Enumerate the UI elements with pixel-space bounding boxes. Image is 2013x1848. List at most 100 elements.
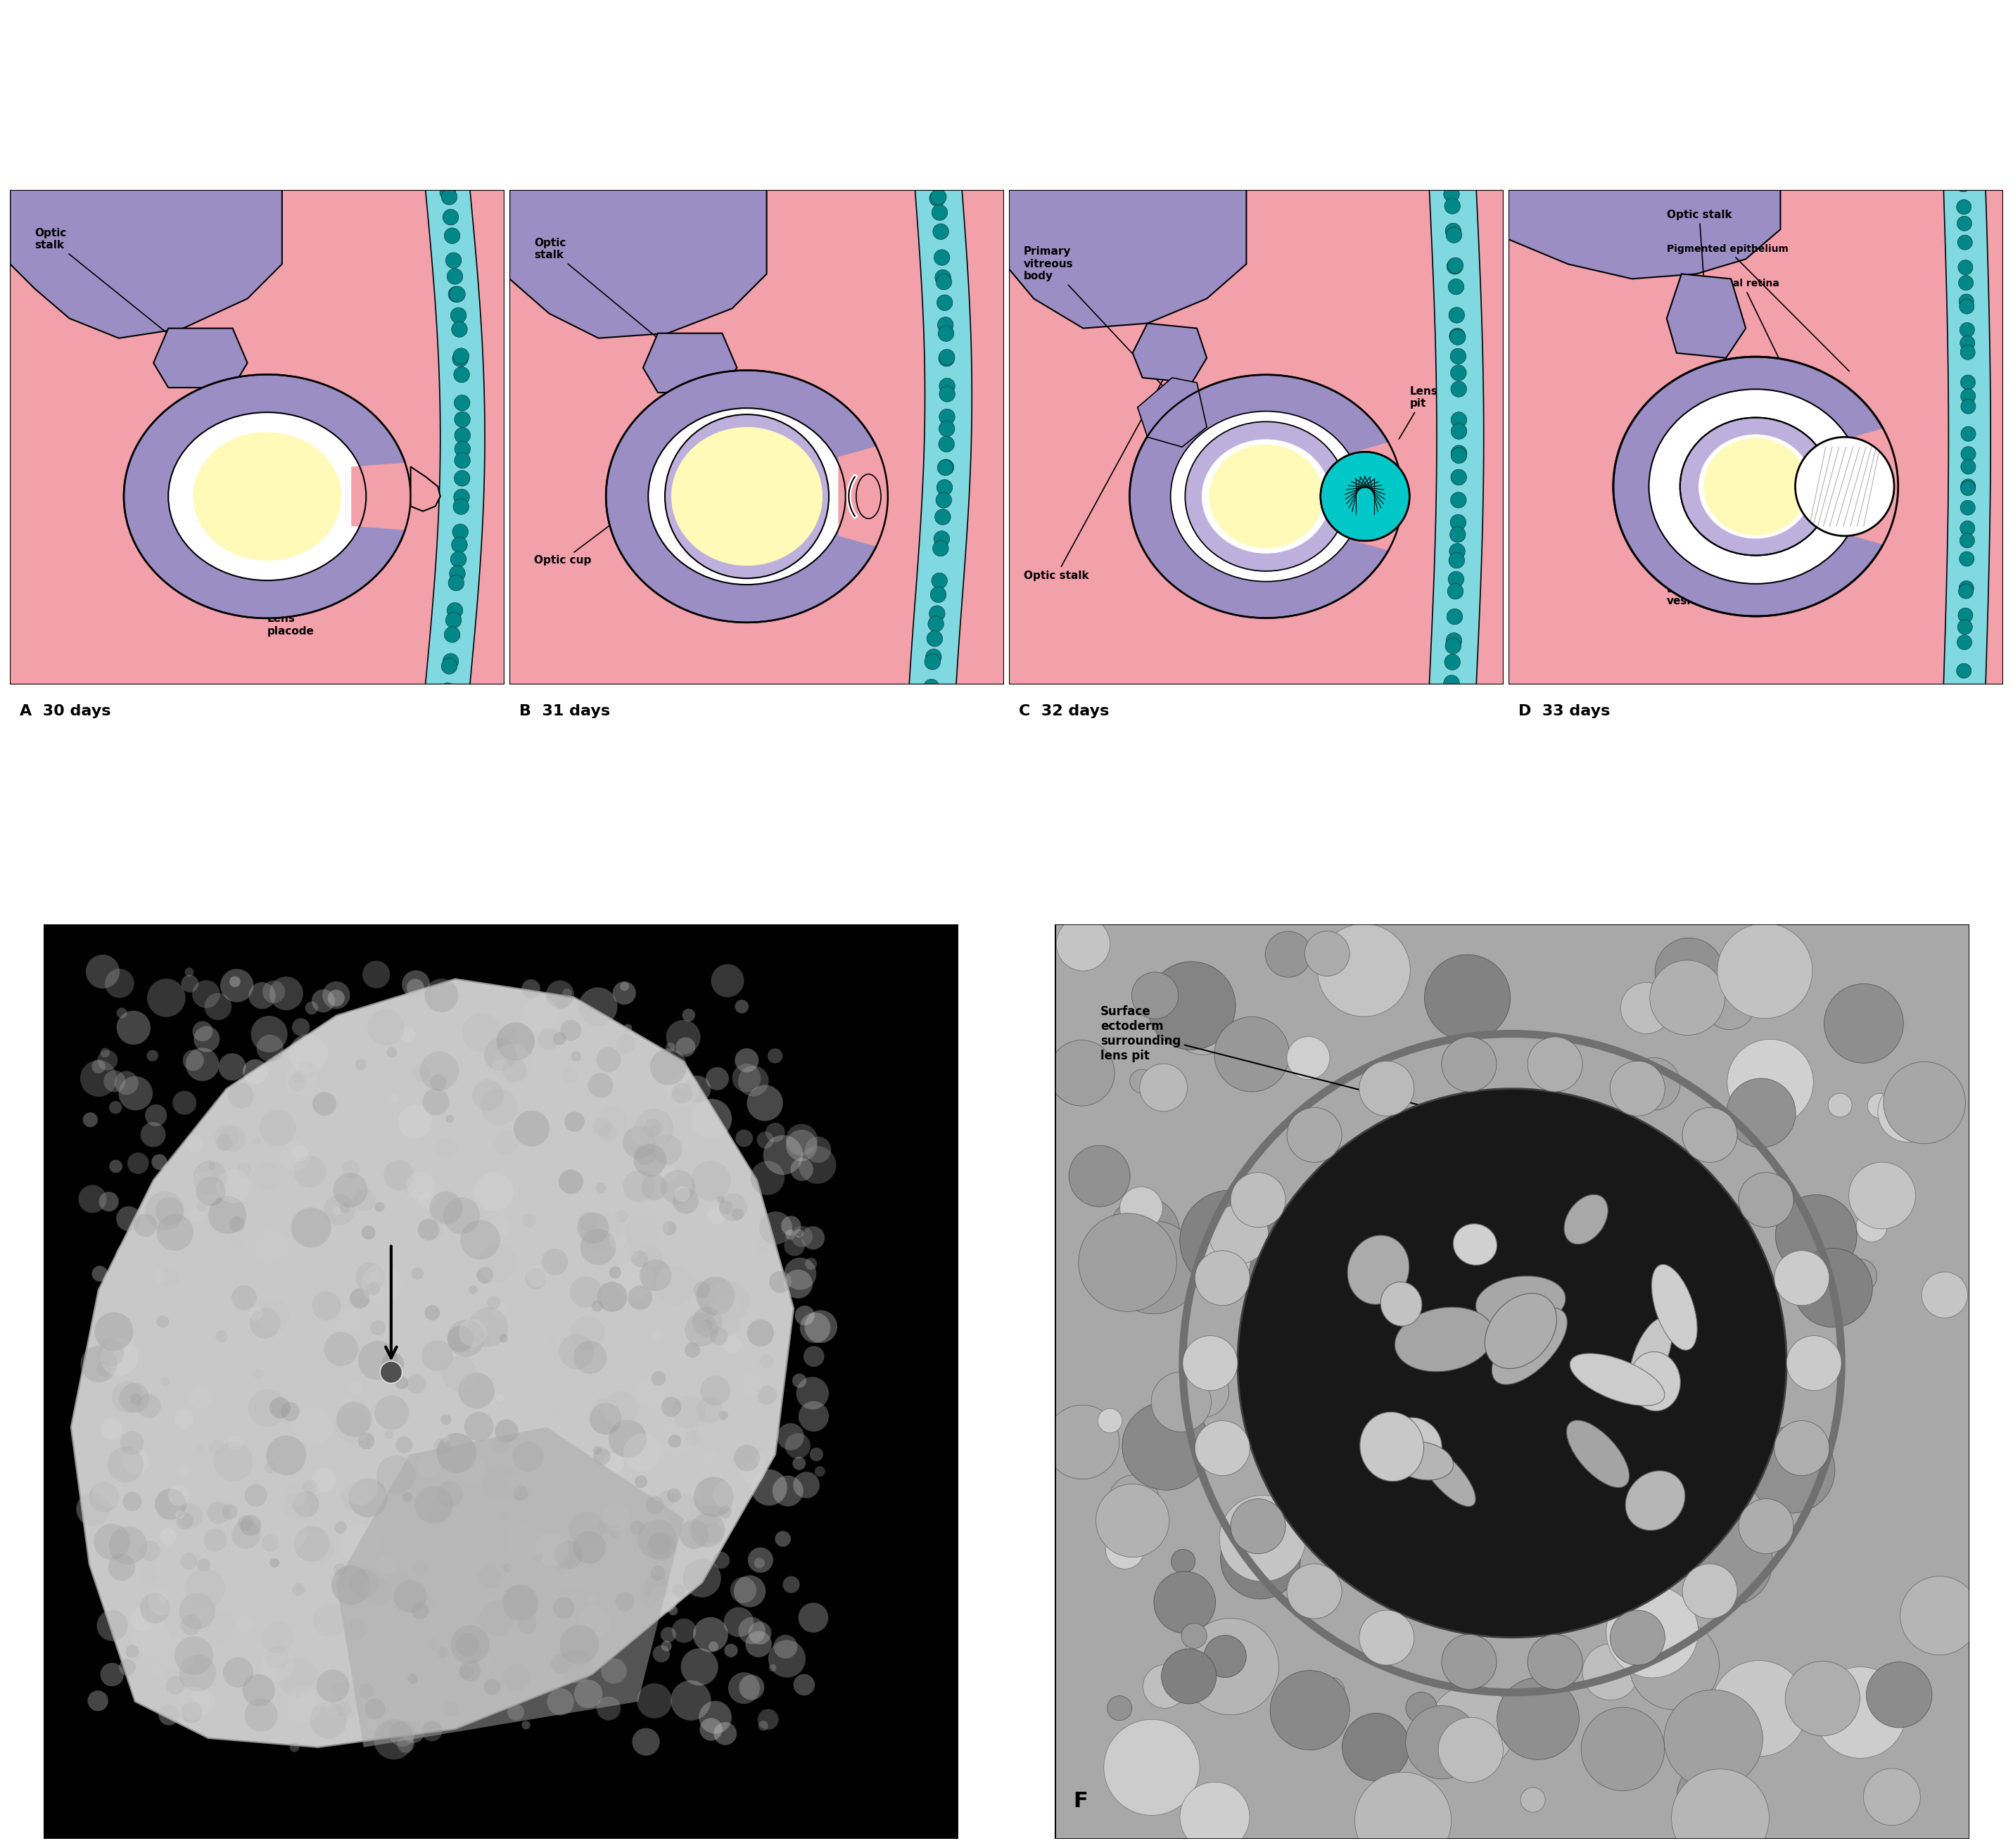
Circle shape [632,1728,660,1756]
Circle shape [205,992,231,1020]
Circle shape [932,540,948,556]
Circle shape [739,1066,769,1096]
Circle shape [1447,257,1463,274]
Circle shape [417,1453,441,1478]
Circle shape [340,1203,350,1214]
Circle shape [1220,1495,1306,1582]
Polygon shape [837,438,910,556]
Circle shape [1651,961,1725,1035]
Circle shape [250,981,276,1009]
Circle shape [1447,259,1463,274]
Circle shape [254,1229,288,1264]
Circle shape [437,1432,477,1473]
Circle shape [181,976,199,992]
Circle shape [1961,501,1975,516]
Polygon shape [1508,190,1779,279]
Circle shape [421,1340,453,1371]
Circle shape [668,1434,680,1447]
Circle shape [215,1331,227,1343]
Circle shape [425,1597,437,1610]
Circle shape [1957,619,1973,634]
Circle shape [1304,931,1349,976]
Circle shape [652,1135,682,1164]
Circle shape [254,1369,264,1379]
Circle shape [924,680,940,695]
Circle shape [459,1456,485,1484]
Circle shape [672,1188,699,1214]
Circle shape [701,1319,713,1332]
Circle shape [147,979,185,1016]
Circle shape [628,1286,652,1310]
Circle shape [443,654,459,669]
Circle shape [439,185,455,200]
Circle shape [354,1059,366,1070]
Circle shape [1961,480,1975,495]
Circle shape [370,1319,384,1336]
Circle shape [155,1637,187,1667]
Circle shape [397,1436,413,1453]
Circle shape [449,286,465,303]
Circle shape [292,1491,320,1517]
Ellipse shape [1202,440,1331,554]
Circle shape [523,1214,535,1227]
Circle shape [185,1713,193,1720]
Circle shape [455,442,471,456]
Circle shape [495,1419,517,1443]
Circle shape [1095,1484,1170,1558]
Circle shape [258,1299,290,1332]
Circle shape [934,249,950,266]
Ellipse shape [606,370,888,623]
Circle shape [149,1665,163,1678]
Circle shape [455,427,471,444]
Circle shape [751,1161,785,1196]
Circle shape [644,1118,662,1138]
Circle shape [513,1441,544,1473]
Circle shape [312,1467,336,1491]
Circle shape [1727,1039,1814,1125]
Circle shape [141,1122,165,1148]
Circle shape [113,1380,143,1414]
Circle shape [1230,1172,1286,1227]
Circle shape [155,1488,187,1519]
Circle shape [238,1615,254,1632]
Circle shape [1498,1678,1578,1759]
Polygon shape [70,979,793,1748]
Circle shape [650,1565,666,1580]
Circle shape [1848,1162,1916,1229]
Circle shape [552,1408,560,1416]
Circle shape [411,1268,423,1281]
Circle shape [793,1471,819,1499]
Circle shape [709,1207,727,1225]
Circle shape [389,1569,411,1591]
Circle shape [187,1687,215,1715]
Circle shape [332,1207,342,1216]
Circle shape [676,1037,694,1057]
Circle shape [1794,1247,1872,1327]
Circle shape [227,1436,242,1451]
Circle shape [938,351,954,366]
Circle shape [602,1658,626,1684]
Circle shape [747,1085,783,1122]
Circle shape [127,1153,149,1173]
Circle shape [362,1225,376,1240]
Ellipse shape [1381,1283,1421,1327]
Circle shape [503,1663,529,1691]
Circle shape [636,1684,672,1719]
Circle shape [596,1696,620,1720]
Circle shape [455,471,469,486]
Ellipse shape [1361,1412,1423,1482]
Circle shape [234,1236,244,1247]
Circle shape [719,1412,729,1421]
Circle shape [1405,1706,1480,1780]
Circle shape [783,1258,817,1290]
Circle shape [934,270,950,285]
Circle shape [374,1719,415,1759]
Circle shape [280,1403,300,1421]
Circle shape [1445,224,1461,238]
Circle shape [1182,1623,1208,1648]
Circle shape [1441,1634,1496,1689]
Circle shape [769,1271,791,1294]
Circle shape [660,1626,676,1643]
Circle shape [131,1608,155,1632]
Circle shape [1773,1421,1830,1475]
